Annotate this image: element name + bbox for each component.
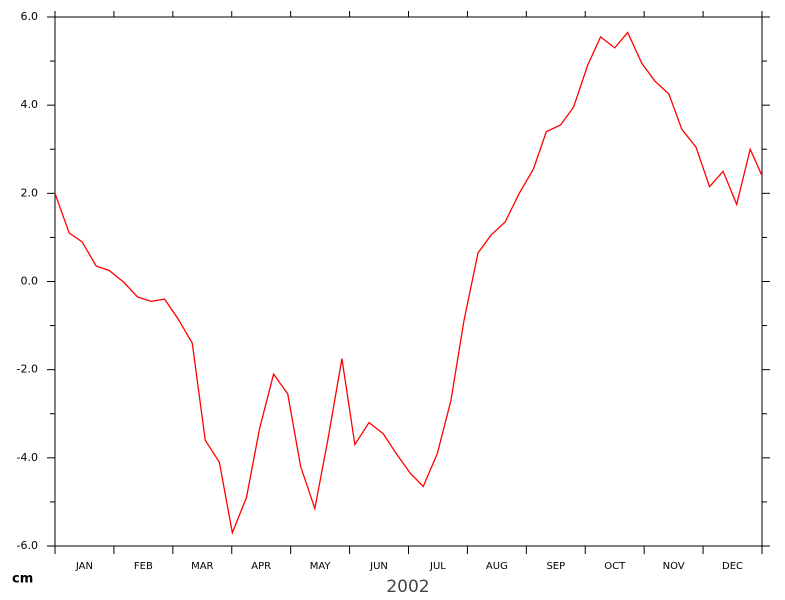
y-tick-label: -6.0: [17, 539, 38, 552]
y-tick-label: 2.0: [21, 186, 39, 199]
x-tick-label: APR: [251, 561, 271, 572]
y-tick-label: 6.0: [21, 10, 39, 23]
x-tick-label: JUL: [429, 561, 446, 572]
y-tick-label: -2.0: [17, 363, 38, 376]
x-tick-label: NOV: [663, 561, 685, 572]
y-unit-label: cm: [12, 572, 33, 587]
y-tick-label: 0.0: [21, 275, 39, 288]
x-tick-label: JUN: [369, 561, 388, 572]
x-tick-label: MAR: [191, 561, 213, 572]
x-tick-label: SEP: [546, 561, 565, 572]
x-tick-label: OCT: [604, 561, 626, 572]
data-line: [54, 31, 763, 536]
y-tick-label: -4.0: [17, 451, 38, 464]
plot-frame: [54, 16, 763, 547]
x-tick-label: DEC: [722, 561, 743, 572]
y-tick-label: 4.0: [21, 98, 39, 111]
x-tick-label: MAY: [310, 561, 332, 572]
x-tick-label: AUG: [486, 561, 508, 572]
x-tick-label: JAN: [75, 561, 93, 572]
x-axis-label: 2002: [386, 577, 429, 597]
x-tick-label: FEB: [134, 561, 153, 572]
